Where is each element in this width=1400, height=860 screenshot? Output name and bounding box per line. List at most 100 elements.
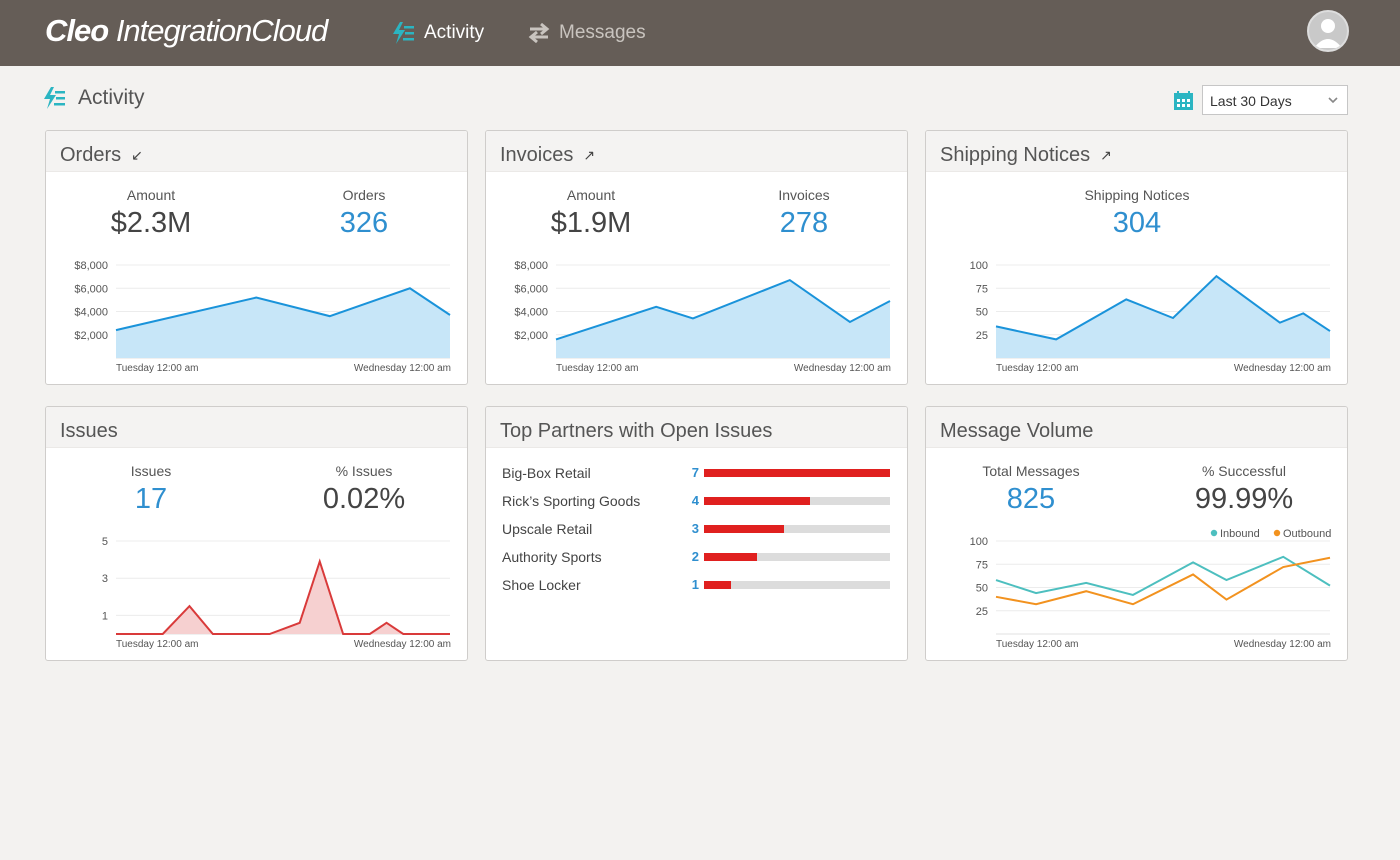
card-title: Issues	[60, 419, 118, 442]
logo-bold-text: Cleo	[45, 13, 109, 48]
nav-activity-label: Activity	[424, 22, 485, 43]
series-area	[116, 561, 450, 634]
partners-card: Top Partners with Open Issues Big-Box Re…	[485, 406, 908, 661]
x-tick-label: Tuesday 12:00 am	[556, 363, 638, 374]
y-tick-label: $6,000	[74, 283, 108, 295]
trend-arrow-icon[interactable]: ↗	[583, 146, 596, 163]
stat-label: Total Messages	[982, 463, 1080, 479]
partner-count[interactable]: 1	[691, 577, 699, 592]
partner-list: Big-Box Retail 7 Rick’s Sporting Goods 4…	[502, 462, 892, 602]
partner-count[interactable]: 2	[691, 549, 699, 564]
series-area	[116, 288, 450, 358]
partner-row[interactable]: Rick’s Sporting Goods 4	[502, 490, 892, 518]
x-tick-label: Tuesday 12:00 am	[116, 363, 198, 374]
page-title: Activity	[42, 86, 145, 110]
partner-name: Upscale Retail	[502, 521, 593, 537]
y-tick-label: $4,000	[514, 307, 548, 319]
stat-value: 326	[339, 207, 389, 239]
card-title: Message Volume	[940, 419, 1094, 442]
series-line-inbound	[995, 555, 1331, 597]
x-tick-label: Wednesday 12:00 am	[794, 363, 891, 374]
x-tick-label: Tuesday 12:00 am	[996, 363, 1078, 374]
partner-count[interactable]: 4	[691, 493, 699, 508]
stat-label: Orders	[342, 187, 386, 203]
calendar-icon	[1174, 91, 1193, 110]
activity-icon	[44, 87, 65, 109]
legend-dot	[1210, 529, 1218, 537]
trend-arrow-icon[interactable]: ↙	[131, 146, 143, 163]
app-logo[interactable]: Cleo IntegrationCloud	[45, 13, 328, 49]
partner-bar-track	[704, 497, 890, 505]
partner-count[interactable]: 3	[691, 521, 699, 536]
series-area	[996, 276, 1330, 358]
partner-bar-track	[704, 581, 890, 589]
user-icon	[1314, 19, 1342, 48]
issues-chart: 1 3 5 Tuesday 12:00 am Wednesday 12:00 am	[102, 536, 451, 650]
card-header: Orders ↙	[46, 131, 467, 172]
stat-label: Amount	[126, 187, 176, 203]
stat-label: % Issues	[335, 463, 393, 479]
legend-label: Inbound	[1220, 528, 1260, 540]
partner-row[interactable]: Big-Box Retail 7	[502, 462, 892, 490]
stat-amount: Amount $2.3M	[61, 187, 241, 240]
date-range-select[interactable]: Last 30 Days	[1202, 85, 1348, 115]
y-tick-label: 1	[102, 610, 108, 622]
stat-label: % Successful	[1201, 463, 1287, 479]
partner-count[interactable]: 7	[691, 465, 699, 480]
stat-label: Amount	[566, 187, 616, 203]
card-title: Top Partners with Open Issues	[500, 419, 773, 442]
y-tick-label: $4,000	[74, 307, 108, 319]
partner-bar-fill	[704, 497, 811, 505]
y-tick-label: 100	[970, 536, 988, 548]
card-header: Message Volume	[926, 407, 1347, 448]
x-tick-label: Wednesday 12:00 am	[1234, 363, 1331, 374]
nav-activity[interactable]: Activity	[391, 19, 484, 47]
x-tick-label: Wednesday 12:00 am	[354, 363, 451, 374]
orders-chart: $2,000 $4,000 $6,000 $8,000 Tuesday 12:00 am…	[74, 260, 451, 374]
y-tick-label: 100	[970, 260, 988, 272]
card-title: Shipping Notices	[940, 143, 1091, 166]
partner-row[interactable]: Authority Sports 2	[502, 546, 892, 574]
activity-icon	[393, 22, 414, 44]
card-title: Invoices	[500, 143, 574, 166]
stat-orders: Orders 326	[274, 187, 454, 240]
x-tick-label: Wednesday 12:00 am	[1234, 639, 1331, 650]
stat-value: 278	[779, 207, 829, 239]
stat-value: 17	[134, 483, 168, 515]
card-header: Issues	[46, 407, 467, 448]
partner-bar-track	[704, 525, 890, 533]
y-tick-label: 5	[102, 536, 108, 548]
partner-row[interactable]: Upscale Retail 3	[502, 518, 892, 546]
stat-value: 825	[1006, 483, 1056, 515]
partner-name: Authority Sports	[502, 549, 602, 565]
y-tick-label: $8,000	[514, 260, 548, 272]
stat-value: 304	[1112, 207, 1162, 239]
invoices-card: Invoices ↗ Amount $1.9M Invoices 278 $2,…	[485, 130, 908, 385]
y-tick-label: 75	[976, 283, 988, 295]
y-tick-label: 75	[976, 559, 988, 571]
series-line	[995, 274, 1331, 341]
trend-arrow-icon[interactable]: ↗	[1100, 146, 1112, 163]
partner-row[interactable]: Shoe Locker 1	[502, 574, 892, 602]
stat-label: Invoices	[778, 187, 830, 203]
stat-amount: Amount $1.9M	[501, 187, 681, 240]
series-line-outbound	[995, 556, 1331, 606]
y-tick-label: $6,000	[514, 283, 548, 295]
swap-arrows-icon	[528, 23, 550, 43]
y-tick-label: 25	[976, 606, 988, 618]
user-avatar[interactable]	[1307, 10, 1349, 52]
stat-total-messages: Total Messages 825	[941, 463, 1121, 516]
nav-messages[interactable]: Messages	[528, 19, 646, 47]
shipping-chart: 25 50 75 100 Tuesday 12:00 am Wednesday 12:00…	[970, 260, 1331, 374]
x-tick-label: Wednesday 12:00 am	[354, 639, 451, 650]
calendar-button[interactable]	[1174, 91, 1193, 115]
partner-bar-fill	[704, 525, 784, 533]
card-header: Shipping Notices ↗	[926, 131, 1347, 172]
stat-percent-successful: % Successful 99.99%	[1154, 463, 1334, 516]
series-area	[556, 280, 890, 358]
card-header: Invoices ↗	[486, 131, 907, 172]
page-title-text: Activity	[78, 86, 145, 109]
legend-dot	[1273, 529, 1281, 537]
y-tick-label: 50	[976, 307, 988, 319]
partner-bar-fill	[704, 553, 758, 561]
